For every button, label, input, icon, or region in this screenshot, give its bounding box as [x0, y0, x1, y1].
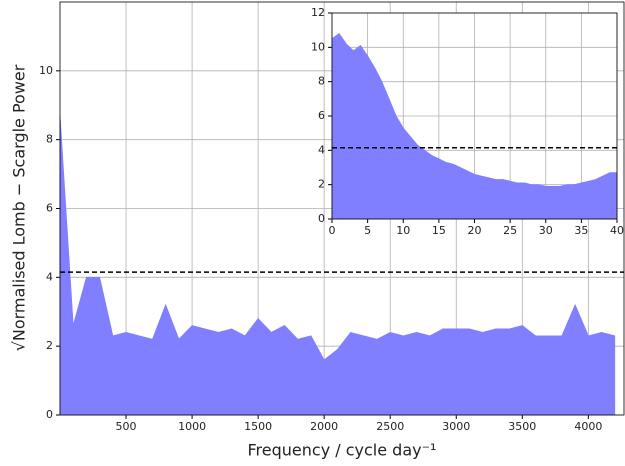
- y-tick-label: 0: [46, 408, 53, 421]
- x-axis-label: Frequency / cycle day⁻¹: [248, 441, 437, 460]
- y-tick-label: 6: [318, 109, 325, 122]
- x-tick-label: 5: [364, 224, 371, 237]
- y-tick-label: 10: [311, 40, 325, 53]
- y-tick-label: 8: [318, 75, 325, 88]
- x-tick-label: 3500: [508, 420, 536, 433]
- y-tick-label: 8: [46, 133, 53, 146]
- plot-frame: [59, 1, 625, 416]
- x-tick-label: 2500: [376, 420, 404, 433]
- power-area: [59, 115, 616, 416]
- y-tick-label: 0: [318, 212, 325, 225]
- x-tick-label: 10: [396, 224, 410, 237]
- x-tick-label: 40: [610, 224, 624, 237]
- x-tick-label: 20: [468, 224, 482, 237]
- x-tick-label: 15: [432, 224, 446, 237]
- y-tick-label: 4: [46, 270, 53, 283]
- x-tick-label: 4000: [574, 420, 602, 433]
- plot-frame: [331, 12, 618, 220]
- x-tick-label: 0: [329, 224, 336, 237]
- y-tick-label: 4: [318, 143, 325, 156]
- y-tick-label: 12: [311, 6, 325, 19]
- x-tick-label: 30: [539, 224, 553, 237]
- y-axis-label: √Normalised Lomb − Scargle Power: [10, 64, 29, 351]
- x-tick-label: 1000: [178, 420, 206, 433]
- x-tick-label: 2000: [310, 420, 338, 433]
- x-tick-label: 500: [116, 420, 137, 433]
- y-tick-label: 2: [318, 178, 325, 191]
- power-area: [331, 33, 618, 220]
- x-tick-label: 25: [503, 224, 517, 237]
- y-tick-label: 2: [46, 339, 53, 352]
- x-tick-label: 3000: [442, 420, 470, 433]
- y-tick-label: 6: [46, 202, 53, 215]
- y-tick-label: 10: [39, 64, 53, 77]
- x-tick-label: 1500: [244, 420, 272, 433]
- x-tick-label: 35: [574, 224, 588, 237]
